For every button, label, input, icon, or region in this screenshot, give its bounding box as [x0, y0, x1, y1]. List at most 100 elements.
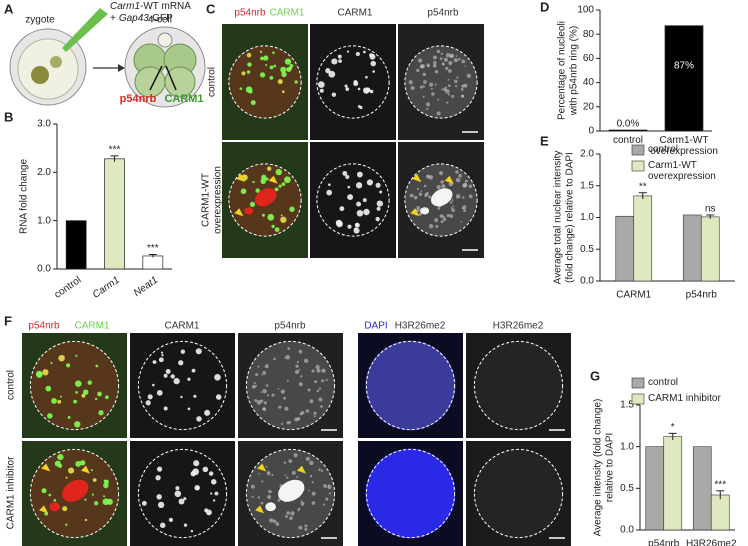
spot — [190, 529, 194, 533]
spot — [449, 53, 455, 59]
spot — [464, 65, 467, 67]
spot — [191, 368, 196, 373]
y-tick-label: 1.0 — [620, 441, 634, 452]
channel-label: CARM1 — [74, 321, 109, 332]
spot — [195, 348, 202, 355]
spot — [286, 66, 292, 73]
spot — [318, 387, 322, 390]
micrograph — [358, 333, 463, 438]
spot — [321, 379, 325, 383]
arrowhead — [296, 465, 306, 474]
spot — [346, 50, 350, 53]
value-label: 87% — [674, 60, 694, 71]
significance: ns — [705, 204, 716, 215]
bar — [633, 195, 653, 282]
spot — [370, 60, 377, 67]
nucleolar-ring — [265, 502, 276, 512]
text-box: control — [613, 135, 643, 146]
spot — [357, 87, 361, 91]
spot — [434, 83, 437, 86]
spot — [311, 481, 314, 484]
spot — [271, 473, 274, 477]
stage-label: zygote — [25, 15, 55, 26]
spot — [431, 92, 435, 96]
channel-label: H3R26me2 — [395, 321, 446, 332]
spot — [190, 471, 196, 477]
spot — [95, 364, 99, 368]
legend-swatch — [631, 160, 645, 172]
spot — [440, 180, 444, 184]
arrowhead — [444, 175, 454, 184]
spot — [296, 360, 299, 364]
construct: -WT mRNA — [140, 1, 191, 12]
spot — [328, 183, 331, 186]
bar — [142, 255, 164, 270]
spot — [170, 374, 175, 379]
spot — [455, 170, 459, 174]
spot — [294, 369, 300, 375]
spot — [147, 394, 153, 400]
spot — [267, 166, 272, 171]
spot — [187, 407, 191, 411]
spot — [65, 476, 68, 479]
legend-swatch — [631, 144, 645, 156]
spot — [256, 400, 262, 405]
arrowhead — [80, 465, 90, 474]
nucleus-outline — [473, 340, 564, 431]
spot — [75, 390, 78, 394]
spot — [294, 417, 299, 422]
spot — [280, 214, 283, 217]
image-background — [130, 441, 235, 546]
spot — [313, 415, 316, 418]
spot — [183, 497, 187, 501]
spot — [202, 466, 209, 473]
spot — [462, 196, 465, 199]
spot — [297, 507, 301, 511]
spot — [458, 173, 462, 178]
nucleus-outline — [404, 45, 478, 119]
spot — [84, 498, 87, 501]
spot — [273, 357, 276, 361]
spot — [212, 499, 216, 502]
legend-swatch — [631, 377, 645, 389]
spot — [337, 54, 342, 59]
spot — [47, 413, 53, 419]
spot — [267, 495, 272, 500]
spot — [253, 382, 256, 385]
spot — [442, 217, 447, 222]
spot — [316, 389, 320, 393]
spot — [73, 399, 77, 404]
spot — [260, 56, 264, 61]
spot — [369, 53, 374, 58]
panel-label: F — [4, 313, 12, 328]
spot — [145, 400, 151, 406]
spot — [281, 90, 285, 94]
micrograph — [466, 441, 571, 546]
spot — [45, 385, 52, 392]
spot — [106, 498, 113, 505]
spot — [258, 472, 260, 475]
reporter: -GFP — [149, 13, 173, 24]
spot — [362, 50, 366, 54]
spot — [298, 349, 303, 354]
bar — [710, 494, 730, 531]
significance: *** — [147, 243, 159, 254]
spot — [265, 384, 269, 387]
nucleus-outline — [245, 340, 336, 431]
spot — [273, 64, 277, 68]
spot — [272, 51, 275, 55]
gene: Gap43 — [119, 13, 149, 24]
bar — [692, 446, 712, 531]
channel-label: H3R26me2 — [493, 321, 544, 332]
spot — [157, 501, 165, 509]
spot — [462, 183, 467, 188]
spot — [355, 182, 363, 189]
significance: *** — [109, 145, 121, 156]
spot — [422, 95, 425, 98]
arrowhead — [268, 175, 278, 184]
spot — [257, 365, 260, 368]
arrowhead — [410, 208, 420, 217]
spot — [439, 214, 444, 218]
spot — [461, 94, 465, 98]
y-tick-label: 0.5 — [580, 244, 594, 255]
